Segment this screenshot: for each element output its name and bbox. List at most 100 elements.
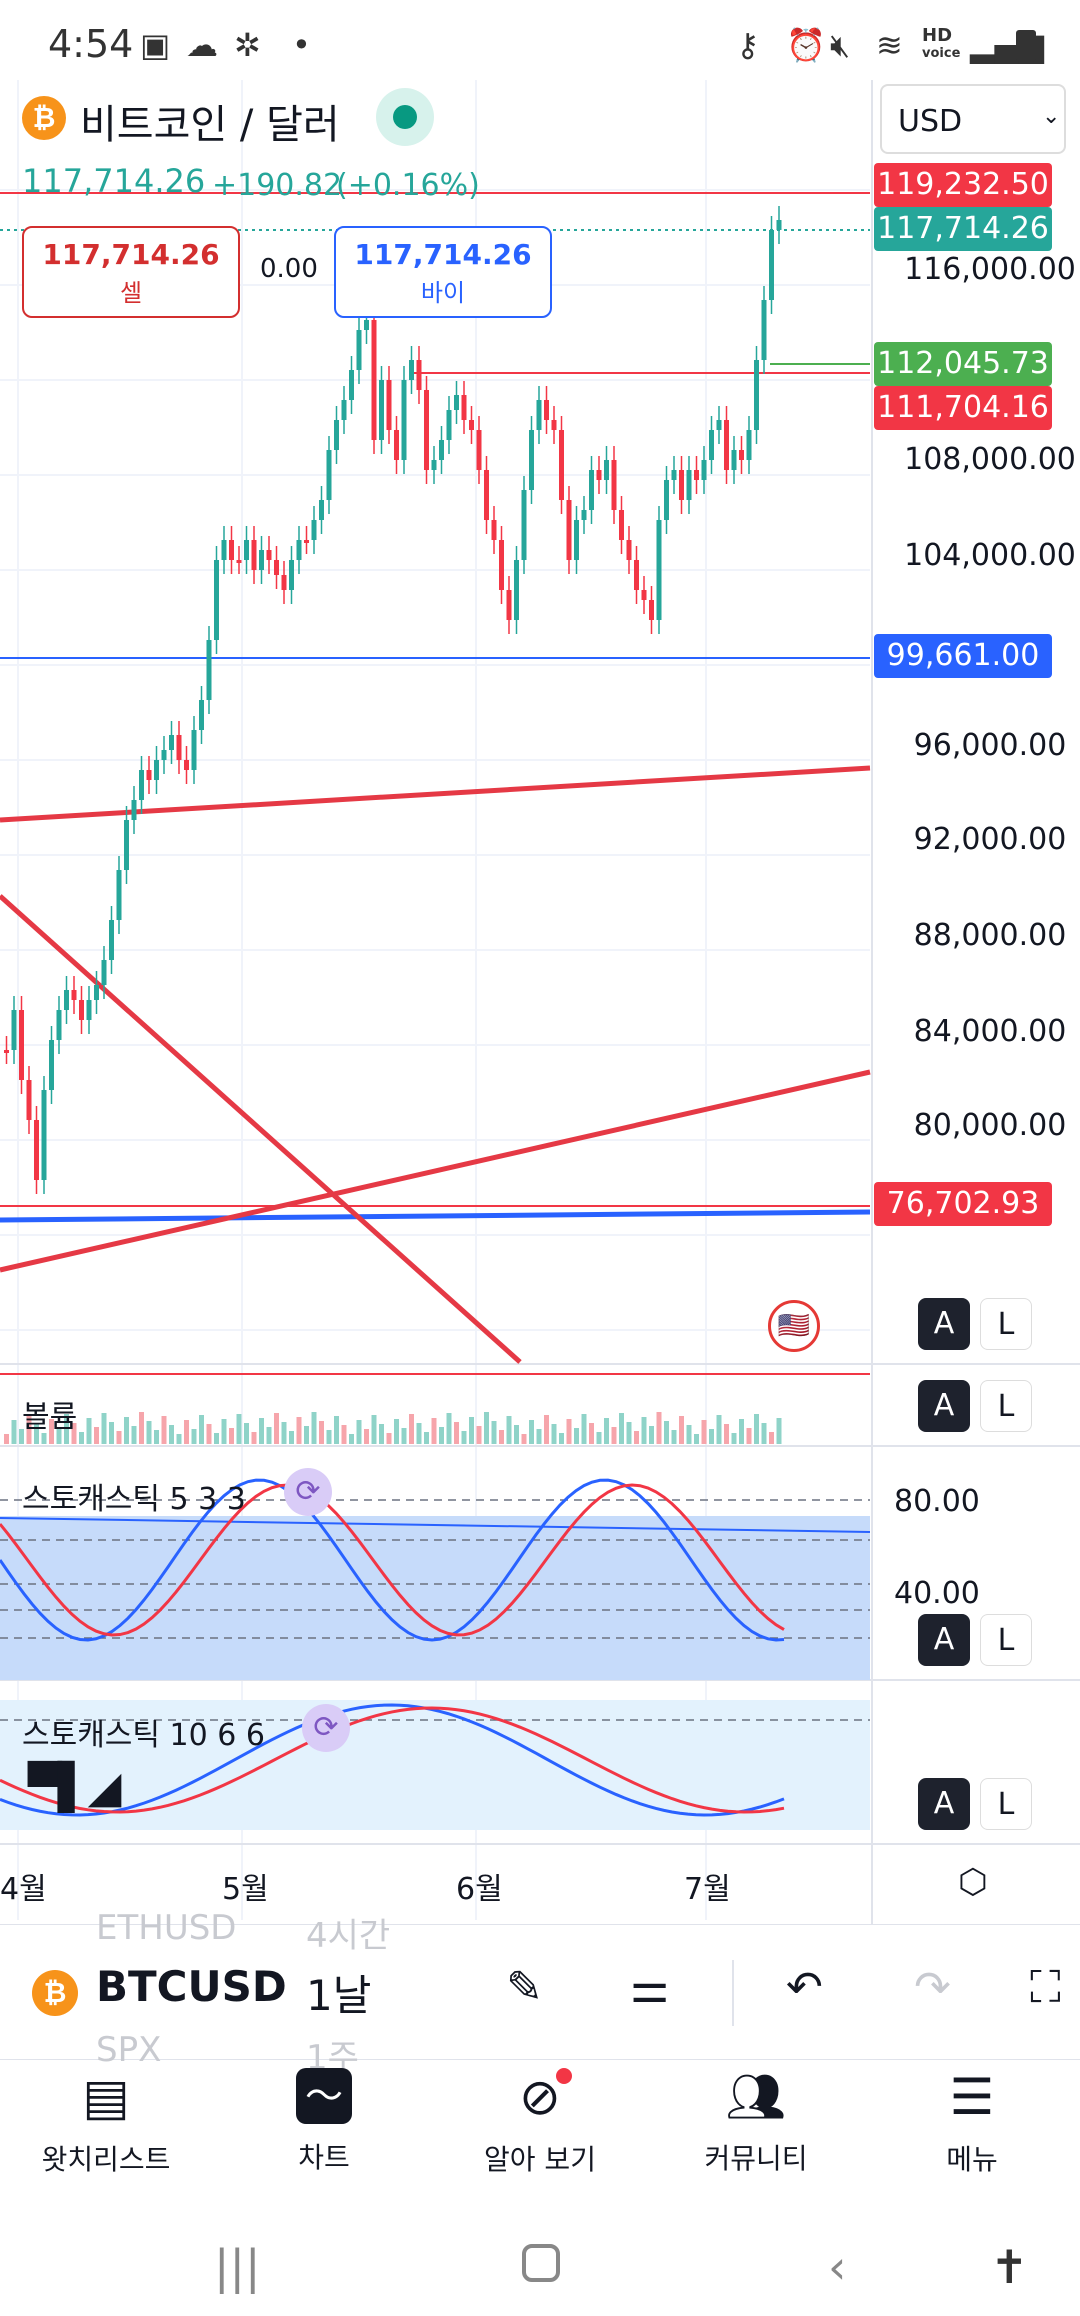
home-icon[interactable] bbox=[522, 2244, 560, 2282]
time-axis-label: 6월 bbox=[456, 1872, 503, 1907]
market-status-icon[interactable] bbox=[376, 88, 434, 146]
volume-bar bbox=[11, 1420, 17, 1444]
accessibility-icon[interactable]: ✝ bbox=[990, 2240, 1029, 2294]
volume-bar bbox=[296, 1417, 302, 1444]
currency-select[interactable]: USD bbox=[880, 84, 1066, 154]
candle-body bbox=[514, 560, 519, 620]
recent-apps-icon[interactable]: ||| bbox=[214, 2240, 261, 2294]
buy-label: 바이 bbox=[420, 279, 466, 307]
candle-body bbox=[431, 460, 437, 470]
candle-body bbox=[11, 1010, 17, 1050]
candle-body bbox=[169, 735, 174, 750]
chart-icon: 〜 bbox=[296, 2068, 352, 2124]
drawing-tool-icon[interactable]: ✎ bbox=[506, 1962, 543, 2013]
volume-bar bbox=[656, 1412, 662, 1444]
nav-menu[interactable]: ☰ 메뉴 bbox=[872, 2068, 1072, 2178]
symbol-selector[interactable]: BTCUSD bbox=[96, 1962, 287, 2011]
log-scale-button[interactable]: L bbox=[980, 1614, 1032, 1666]
volume-bar bbox=[514, 1425, 519, 1444]
volume-bar bbox=[244, 1423, 249, 1444]
volume-bar bbox=[739, 1419, 744, 1444]
nav-watchlist[interactable]: ▤ 왓치리스트 bbox=[6, 2068, 206, 2178]
price-tag-line: 112,045.73 bbox=[874, 342, 1052, 386]
nav-community[interactable]: 👥︎ 커뮤니티 bbox=[656, 2068, 856, 2177]
candle-body bbox=[236, 560, 242, 563]
volume-bar bbox=[56, 1428, 62, 1444]
volume-bar bbox=[664, 1421, 669, 1444]
candle-body bbox=[251, 540, 257, 570]
nav-chart[interactable]: 〜 차트 bbox=[224, 2068, 424, 2176]
volume-bar bbox=[251, 1432, 257, 1444]
auto-scale-button[interactable]: A bbox=[918, 1614, 970, 1666]
chevron-down-icon: ⌄ bbox=[1042, 104, 1061, 129]
refresh-icon[interactable]: ⟳ bbox=[302, 1704, 350, 1752]
candle-body bbox=[86, 1000, 92, 1020]
log-scale-button[interactable]: L bbox=[980, 1298, 1032, 1350]
candle-body bbox=[349, 370, 354, 400]
prev-symbol[interactable]: ETHUSD bbox=[96, 1908, 237, 1948]
log-scale-button[interactable]: L bbox=[980, 1778, 1032, 1830]
volume-bar bbox=[169, 1425, 174, 1444]
volume-bar bbox=[544, 1415, 549, 1444]
volume-bar bbox=[349, 1434, 354, 1444]
indicators-icon[interactable]: ⚌ bbox=[630, 1962, 670, 2013]
candle-body bbox=[716, 420, 722, 430]
auto-scale-button[interactable]: A bbox=[918, 1298, 970, 1350]
volume-bar bbox=[116, 1431, 122, 1444]
auto-scale-button[interactable]: A bbox=[918, 1778, 970, 1830]
candle-body bbox=[454, 395, 459, 410]
candle-body bbox=[521, 490, 527, 560]
price-change: +190.82 bbox=[212, 168, 343, 203]
last-price: 117,714.26 bbox=[22, 162, 206, 200]
next-symbol[interactable]: SPX bbox=[96, 2030, 162, 2070]
price-tag-current: 117,714.26 bbox=[874, 207, 1052, 251]
us-flag-event-icon[interactable]: 🇺🇸 bbox=[768, 1300, 820, 1352]
volume-bar bbox=[506, 1416, 512, 1444]
prev-interval[interactable]: 4시간 bbox=[306, 1916, 391, 1956]
volume-bar bbox=[401, 1428, 407, 1444]
candle-body bbox=[649, 600, 654, 620]
volume-bar bbox=[379, 1424, 384, 1444]
volume-bar bbox=[476, 1426, 482, 1444]
time-axis-label: 5월 bbox=[222, 1872, 269, 1907]
price-axis-label: 84,000.00 bbox=[913, 1014, 1067, 1049]
undo-icon[interactable]: ↶ bbox=[786, 1962, 823, 2013]
alarm-icon: ⏰ bbox=[786, 26, 826, 64]
auto-scale-button[interactable]: A bbox=[918, 1380, 970, 1432]
sell-button[interactable]: 117,714.26 셀 bbox=[22, 226, 240, 318]
symbol-title[interactable]: 비트코인 / 달러 bbox=[80, 102, 340, 148]
interval-selector[interactable]: 1날 bbox=[306, 1971, 372, 2020]
volume-bar bbox=[236, 1414, 242, 1444]
notification-dot bbox=[556, 2068, 572, 2084]
volume-bar bbox=[206, 1424, 212, 1444]
candle-body bbox=[161, 750, 167, 760]
candle-body bbox=[176, 735, 182, 760]
candle-body bbox=[506, 590, 512, 620]
back-icon[interactable]: ‹ bbox=[828, 2240, 847, 2294]
volume-bar bbox=[334, 1416, 339, 1444]
messenger-icon: ☁ bbox=[186, 26, 218, 64]
candle-body bbox=[94, 985, 99, 1000]
menu-icon: ☰ bbox=[949, 2068, 995, 2126]
tradingview-logo-icon: ▀▌◢ bbox=[28, 1762, 121, 1813]
candle-body bbox=[259, 550, 264, 570]
log-scale-button[interactable]: L bbox=[980, 1380, 1032, 1432]
volume-bar bbox=[454, 1422, 459, 1444]
main-chart[interactable] bbox=[0, 80, 1080, 1924]
candle-body bbox=[71, 990, 77, 1000]
trend-line bbox=[0, 1209, 871, 1223]
candle-body bbox=[379, 380, 384, 440]
fullscreen-icon[interactable]: ⛶ bbox=[1030, 1962, 1061, 2013]
price-change-percent: (+0.16%) bbox=[336, 168, 480, 203]
chart-settings-icon[interactable]: ⬡ bbox=[958, 1862, 988, 1902]
candle-body bbox=[746, 430, 752, 460]
volume-bar bbox=[769, 1432, 774, 1444]
volume-bar bbox=[589, 1423, 594, 1444]
redo-icon[interactable]: ↷ bbox=[914, 1962, 951, 2013]
wifi-icon: ≋ bbox=[876, 26, 903, 64]
nav-explore[interactable]: ⊘ 알아 보기 bbox=[440, 2068, 640, 2178]
candle-body bbox=[581, 510, 587, 520]
refresh-icon[interactable]: ⟳ bbox=[284, 1468, 332, 1516]
buy-button[interactable]: 117,714.26 바이 bbox=[334, 226, 552, 318]
volume-bar bbox=[221, 1419, 227, 1444]
